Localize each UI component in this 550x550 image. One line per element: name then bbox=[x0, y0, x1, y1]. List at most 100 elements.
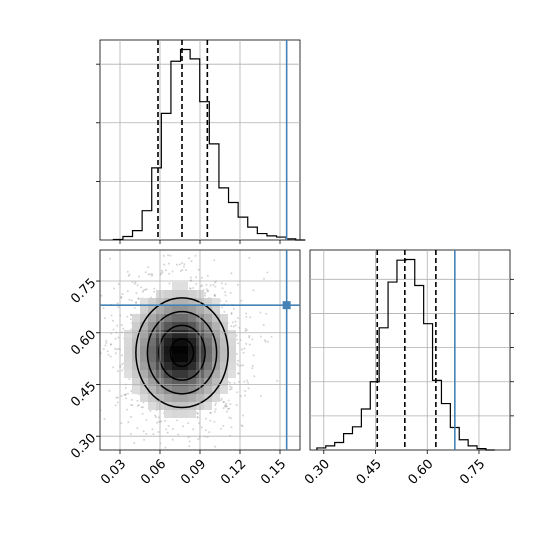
sample-point bbox=[206, 274, 209, 277]
sample-point bbox=[205, 417, 207, 420]
sample-point bbox=[220, 399, 223, 402]
gridlines bbox=[310, 250, 510, 450]
density-bin bbox=[140, 330, 148, 338]
sample-point bbox=[234, 324, 237, 327]
sample-point bbox=[141, 412, 144, 415]
sample-point bbox=[144, 271, 147, 274]
contour-line bbox=[146, 310, 218, 395]
contour-line bbox=[135, 297, 229, 409]
sample-point bbox=[100, 352, 102, 355]
sample-point bbox=[226, 410, 229, 413]
sample-point bbox=[124, 393, 127, 396]
sample-point bbox=[205, 288, 208, 291]
sample-point bbox=[220, 397, 223, 400]
sample-point bbox=[168, 262, 170, 265]
density-bins bbox=[124, 282, 236, 418]
sample-point bbox=[126, 315, 129, 318]
sample-point bbox=[112, 328, 115, 331]
density-bin bbox=[212, 322, 220, 330]
sample-point bbox=[168, 272, 171, 275]
tick-marks bbox=[323, 278, 514, 454]
density-bin bbox=[204, 402, 212, 410]
sample-point bbox=[154, 414, 157, 417]
sample-point bbox=[230, 417, 233, 420]
sample-point bbox=[141, 406, 144, 409]
sample-point bbox=[152, 433, 155, 436]
sample-point bbox=[161, 271, 164, 274]
sample-point bbox=[235, 334, 238, 337]
density-bin bbox=[148, 402, 156, 410]
density-bin bbox=[204, 386, 212, 394]
sample-point bbox=[228, 416, 231, 419]
sample-point bbox=[171, 438, 174, 441]
sample-point bbox=[209, 419, 212, 422]
sample-point bbox=[225, 404, 228, 407]
sample-point bbox=[188, 440, 191, 443]
sample-point bbox=[87, 365, 89, 367]
sample-point bbox=[108, 389, 111, 392]
sample-point bbox=[209, 411, 212, 414]
sample-point bbox=[114, 352, 117, 355]
sample-point bbox=[147, 273, 150, 276]
sample-point bbox=[164, 446, 167, 449]
sample-point bbox=[224, 405, 226, 408]
density-bin bbox=[204, 378, 212, 386]
sample-point bbox=[233, 382, 236, 384]
density-bin bbox=[124, 338, 132, 346]
sample-point bbox=[248, 336, 251, 339]
density-bin bbox=[164, 394, 172, 402]
panel-bottom-left-density: 0.03 0.06 0.09 0.12 0.15 0.30 0.45 0.60 0.75 bbox=[68, 249, 301, 488]
sample-point bbox=[127, 421, 130, 424]
sample-point bbox=[160, 272, 163, 275]
density-bin bbox=[220, 330, 228, 338]
density-bin bbox=[188, 410, 196, 418]
density-bin bbox=[140, 370, 148, 378]
density-bin bbox=[148, 362, 156, 370]
density-bin bbox=[172, 402, 180, 410]
sample-point bbox=[90, 360, 92, 362]
sample-point bbox=[230, 426, 233, 429]
sample-point bbox=[222, 407, 225, 410]
tick-marks bbox=[96, 63, 281, 244]
sample-point bbox=[117, 336, 120, 339]
sample-point bbox=[126, 408, 129, 411]
sample-point bbox=[127, 392, 129, 395]
density-bin bbox=[228, 346, 236, 354]
sample-point bbox=[207, 289, 210, 292]
density-bin bbox=[212, 362, 220, 370]
x-tick-label: 0.15 bbox=[258, 457, 289, 488]
x-tick-label: 0.60 bbox=[405, 457, 436, 488]
sample-point bbox=[109, 257, 112, 260]
density-contours bbox=[135, 297, 229, 409]
density-bin bbox=[180, 346, 188, 354]
sample-point bbox=[151, 428, 154, 431]
density-bin bbox=[228, 338, 236, 346]
density-bin bbox=[220, 354, 228, 362]
sample-point bbox=[103, 417, 106, 420]
sample-point bbox=[171, 270, 174, 273]
sample-point bbox=[178, 263, 181, 266]
density-bin bbox=[220, 386, 228, 394]
sample-point bbox=[116, 302, 119, 305]
sample-point bbox=[151, 274, 153, 277]
sample-point bbox=[196, 412, 199, 414]
sample-point bbox=[145, 432, 148, 435]
density-bin bbox=[172, 306, 180, 314]
sample-point bbox=[114, 404, 117, 407]
sample-point bbox=[120, 296, 123, 299]
sample-point bbox=[245, 342, 248, 345]
sample-point bbox=[230, 272, 233, 275]
sample-point bbox=[235, 352, 238, 355]
sample-point bbox=[110, 314, 113, 317]
density-bin bbox=[148, 378, 156, 386]
sample-point bbox=[158, 420, 160, 423]
sample-point bbox=[214, 281, 216, 284]
sample-point bbox=[126, 290, 129, 293]
sample-point bbox=[166, 471, 168, 473]
sample-point bbox=[121, 363, 123, 366]
density-bin bbox=[188, 298, 196, 306]
density-bin bbox=[228, 362, 236, 370]
sample-point bbox=[215, 402, 217, 405]
sample-point bbox=[130, 314, 133, 317]
